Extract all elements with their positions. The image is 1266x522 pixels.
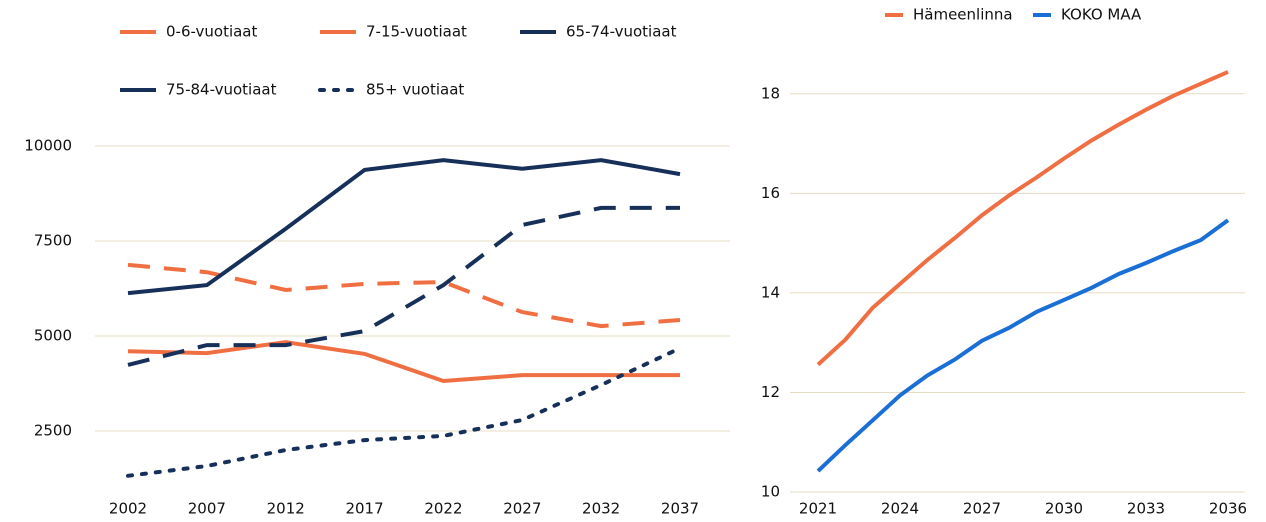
x-tick-label: 2012 [267, 500, 305, 518]
series-line [126, 346, 682, 478]
y-tick-label: 10 [761, 483, 780, 501]
y-tick-label: 5000 [34, 327, 72, 345]
legend-label: 85+ vuotiaat [366, 81, 464, 99]
y-tick-label: 10000 [24, 137, 72, 155]
series-line [127, 262, 681, 329]
x-tick-label: 2021 [799, 500, 837, 518]
series-line [816, 70, 1229, 367]
x-tick-label: 2033 [1127, 500, 1165, 518]
y-tick-label: 14 [761, 283, 780, 301]
x-tick-label: 2030 [1045, 500, 1083, 518]
x-tick-label: 2017 [345, 500, 383, 518]
x-tick-label: 2022 [424, 500, 462, 518]
x-tick-label: 2037 [661, 500, 699, 518]
y-tick-label: 7500 [34, 232, 72, 250]
x-tick-label: 2027 [503, 500, 541, 518]
series-line [816, 218, 1230, 473]
legend-label: 0-6-vuotiaat [166, 23, 258, 41]
legend-label: Hämeenlinna [913, 6, 1013, 24]
y-tick-label: 12 [761, 383, 780, 401]
x-tick-label: 2007 [188, 500, 226, 518]
x-tick-label: 2027 [963, 500, 1001, 518]
x-tick-label: 2036 [1209, 500, 1247, 518]
legend-label: 7-15-vuotiaat [366, 23, 467, 41]
series-line [127, 205, 680, 367]
series-line [127, 340, 680, 384]
legend-label: 75-84-vuotiaat [166, 81, 277, 99]
series-line [127, 158, 681, 296]
x-tick-label: 2002 [109, 500, 147, 518]
x-tick-label: 2032 [582, 500, 620, 518]
legend-label: 65-74-vuotiaat [566, 23, 677, 41]
y-tick-label: 2500 [34, 422, 72, 440]
y-tick-label: 16 [761, 184, 780, 202]
y-tick-label: 18 [761, 84, 780, 102]
x-tick-label: 2024 [881, 500, 919, 518]
legend-label: KOKO MAA [1061, 6, 1142, 24]
